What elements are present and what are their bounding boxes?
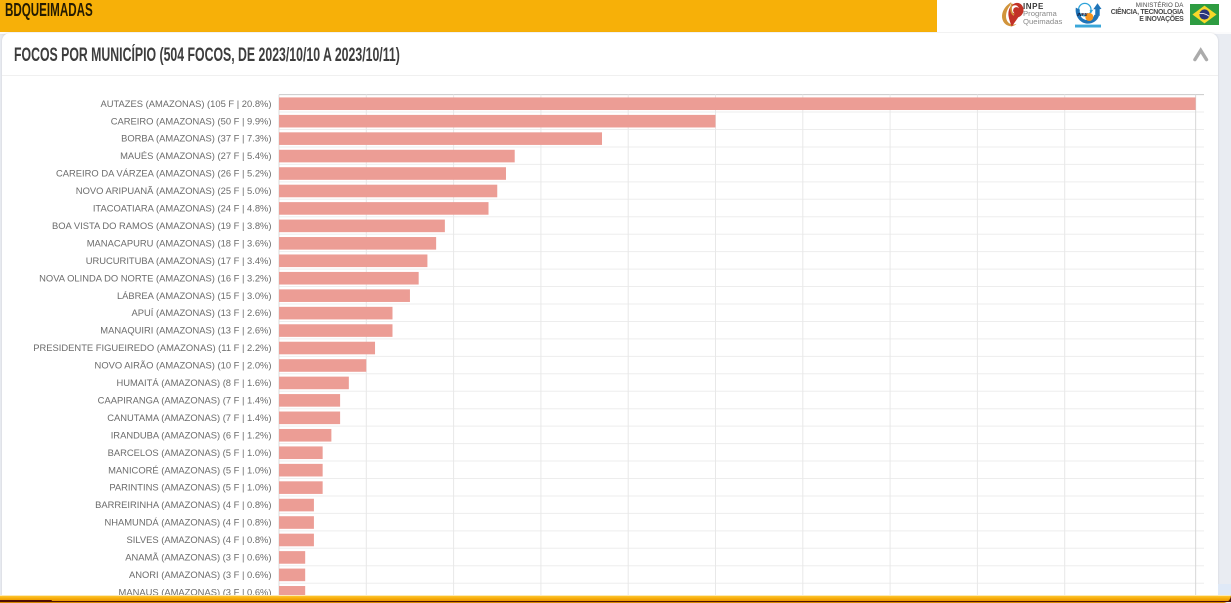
svg-text:MANACAPURU (AMAZONAS) (18 F |: MANACAPURU (AMAZONAS) (18 F | 3.6%)	[87, 237, 272, 248]
svg-text:PRESIDENTE FIGUEIREDO (AMAZONA: PRESIDENTE FIGUEIREDO (AMAZONAS) (11 F |…	[33, 342, 271, 353]
svg-text:CAREIRO (AMAZONAS) (50 F | 9.9: CAREIRO (AMAZONAS) (50 F | 9.9%)	[111, 115, 272, 126]
svg-text:ANAMÃ (AMAZONAS) (3 F | 0.6%): ANAMÃ (AMAZONAS) (3 F | 0.6%)	[125, 552, 271, 563]
svg-text:ITACOATIARA (AMAZONAS) (24 F |: ITACOATIARA (AMAZONAS) (24 F | 4.8%)	[93, 203, 272, 214]
svg-text:SILVES (AMAZONAS) (4 F | 0.8%): SILVES (AMAZONAS) (4 F | 0.8%)	[126, 534, 271, 545]
svg-text:CAREIRO DA VÁRZEA (AMAZONAS) (: CAREIRO DA VÁRZEA (AMAZONAS) (26 F | 5.2…	[56, 168, 272, 179]
svg-text:BOA VISTA DO RAMOS (AMAZONAS): BOA VISTA DO RAMOS (AMAZONAS) (19 F | 3.…	[52, 220, 272, 231]
svg-text:INPE: INPE	[1077, 12, 1088, 17]
svg-text:BARCELOS (AMAZONAS) (5 F | 1.0: BARCELOS (AMAZONAS) (5 F | 1.0%)	[108, 447, 272, 458]
svg-text:PARINTINS (AMAZONAS) (5 F | 1.: PARINTINS (AMAZONAS) (5 F | 1.0%)	[109, 482, 271, 493]
svg-text:BARREIRINHA (AMAZONAS) (4 F |: BARREIRINHA (AMAZONAS) (4 F | 0.8%)	[95, 499, 271, 510]
svg-text:MAUÉS (AMAZONAS) (27 F | 5.4%): MAUÉS (AMAZONAS) (27 F | 5.4%)	[120, 150, 271, 161]
svg-text:MANAQUIRI (AMAZONAS) (13 F | 2: MANAQUIRI (AMAZONAS) (13 F | 2.6%)	[100, 325, 271, 336]
svg-text:MANAUS (AMAZONAS) (3 F | 0.6%): MANAUS (AMAZONAS) (3 F | 0.6%)	[119, 586, 272, 597]
svg-text:NOVO AIRÃO (AMAZONAS) (10 F |: NOVO AIRÃO (AMAZONAS) (10 F | 2.0%)	[95, 360, 272, 371]
svg-text:APUÍ (AMAZONAS) (13 F | 2.6%): APUÍ (AMAZONAS) (13 F | 2.6%)	[132, 307, 272, 318]
svg-text:CAAPIRANGA (AMAZONAS) (7 F | 1: CAAPIRANGA (AMAZONAS) (7 F | 1.4%)	[98, 394, 272, 405]
svg-text:NHAMUNDÁ (AMAZONAS) (4 F | 0.8: NHAMUNDÁ (AMAZONAS) (4 F | 0.8%)	[104, 517, 271, 528]
svg-text:AUTAZES (AMAZONAS) (105 F | 20: AUTAZES (AMAZONAS) (105 F | 20.8%)	[100, 98, 271, 109]
svg-text:MANICORÉ (AMAZONAS) (5 F | 1.0: MANICORÉ (AMAZONAS) (5 F | 1.0%)	[108, 464, 271, 475]
svg-text:NOVA OLINDA DO NORTE (AMAZONAS: NOVA OLINDA DO NORTE (AMAZONAS) (16 F | …	[39, 272, 271, 283]
svg-text:LÁBREA (AMAZONAS) (15 F | 3.0%: LÁBREA (AMAZONAS) (15 F | 3.0%)	[117, 290, 272, 301]
svg-text:HUMAITÁ (AMAZONAS) (8 F | 1.6%: HUMAITÁ (AMAZONAS) (8 F | 1.6%)	[116, 377, 271, 388]
svg-text:NOVO ARIPUANÃ (AMAZONAS) (25 F: NOVO ARIPUANÃ (AMAZONAS) (25 F | 5.0%)	[76, 185, 272, 196]
svg-text:URUCURITUBA (AMAZONAS) (17 F |: URUCURITUBA (AMAZONAS) (17 F | 3.4%)	[86, 255, 272, 266]
svg-text:ANORI (AMAZONAS) (3 F | 0.6%): ANORI (AMAZONAS) (3 F | 0.6%)	[129, 569, 272, 580]
svg-text:BORBA (AMAZONAS) (37 F | 7.3%): BORBA (AMAZONAS) (37 F | 7.3%)	[121, 133, 271, 144]
svg-text:CANUTAMA (AMAZONAS) (7 F | 1.4: CANUTAMA (AMAZONAS) (7 F | 1.4%)	[107, 412, 271, 423]
svg-text:IRANDUBA (AMAZONAS) (6 F | 1.2: IRANDUBA (AMAZONAS) (6 F | 1.2%)	[111, 429, 272, 440]
